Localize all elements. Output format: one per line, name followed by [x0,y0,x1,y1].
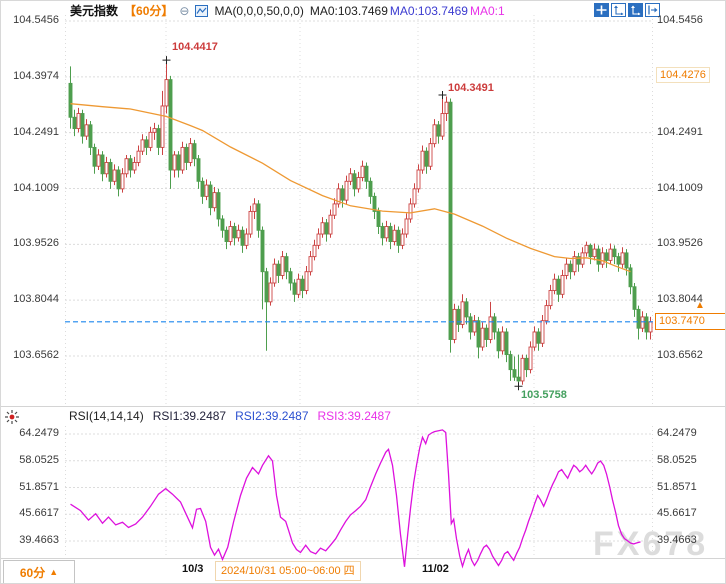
price-axis-label-left: 103.6562 [13,349,59,361]
price-axis-label-left: 104.5456 [13,14,59,26]
price-axis-label-left: 103.8044 [13,293,59,306]
price-axis-label-left: 104.3974 [13,69,59,82]
annotation-high-2: 104.3491 [448,82,494,94]
chart-toolbar [594,3,660,17]
price-axis-label-right: 104.2491 [657,125,703,138]
price-axis-label-right: 104.5456 [657,14,703,26]
rsi-axis-label-left: 58.0525 [19,453,59,466]
period-selector[interactable]: 60分 ▲ [3,560,75,583]
indicator-settings-icon[interactable] [4,409,20,425]
ma-values: MA0:103.7469 MA0:103.7469 MA0:1 [310,4,507,18]
rsi-axis-label-right: 64.2479 [657,427,697,439]
main-chart-header: 美元指数 【60分】 ⊖ MA(0,0,0,50,0,0) MA0:103.74… [70,3,507,19]
axis-scale-active-button[interactable] [628,3,643,17]
period-up-arrow-icon: ▲ [49,567,59,577]
price-axis-label-left: 104.1009 [13,181,59,194]
chart-title: 美元指数 [70,4,119,18]
rsi3-value: RSI3:39.2487 [317,409,391,423]
move-tool-button[interactable] [594,3,609,17]
collapse-pane-icon[interactable]: ⊖ [179,3,190,18]
annotation-low: 103.5758 [521,389,567,401]
rsi2-value: RSI2:39.2487 [235,409,309,423]
rsi-axis-label-right: 58.0525 [657,453,697,466]
rsi-axis-label-right: 39.4663 [657,534,697,546]
chart-period-tag: 【60分】 [124,4,174,18]
pan-right-button[interactable] [645,3,660,17]
price-up-arrow-icon: ▲ [695,300,705,311]
rsi-header: RSI(14,14,14) RSI1:39.2487 RSI2:39.2487 … [69,409,391,423]
rsi-axis-label-left: 51.8571 [19,480,59,493]
rsi-axis-label-left: 64.2479 [19,427,59,439]
ma-value: MA0:103.7469 [389,3,468,18]
period-label: 60分 [19,565,46,580]
ma-value: MA0:1 [469,3,505,18]
x-axis-date-right: 11/02 [421,563,450,575]
annotation-high-1: 104.4417 [172,41,218,53]
x-axis-date-left: 10/3 [181,563,205,575]
rsi-axis-label-right: 51.8571 [657,480,697,493]
rsi-axis-label-right: 45.6617 [657,507,697,520]
price-axis-label-left: 104.2491 [13,125,59,138]
price-axis-label-right: 103.6562 [657,349,703,361]
line-chart-icon[interactable] [195,4,209,17]
crosshair-time-tooltip: 2024/10/31 05:00~06:00 四 [215,561,361,581]
price-axis-label-right: 103.9526 [657,237,703,250]
rsi1-value: RSI1:39.2487 [152,409,227,423]
current-price-box[interactable]: 103.7470 [655,313,725,330]
axis-scale-button[interactable] [611,3,626,17]
session-high-marker: 104.4276 [656,67,710,83]
ma-value: MA0:103.7469 [309,3,388,18]
price-axis-label-right: 104.1009 [657,181,703,194]
price-axis-label-right: 103.8044 [657,293,703,306]
price-axis-label-left: 103.9526 [13,237,59,250]
rsi-axis-label-left: 45.6617 [19,507,59,520]
rsi-axis-label-left: 39.4663 [19,534,59,546]
watermark: FX678 [593,525,709,563]
ma-settings-label: MA(0,0,0,50,0,0) [214,3,304,18]
rsi-settings-label: RSI(14,14,14) [69,409,144,423]
